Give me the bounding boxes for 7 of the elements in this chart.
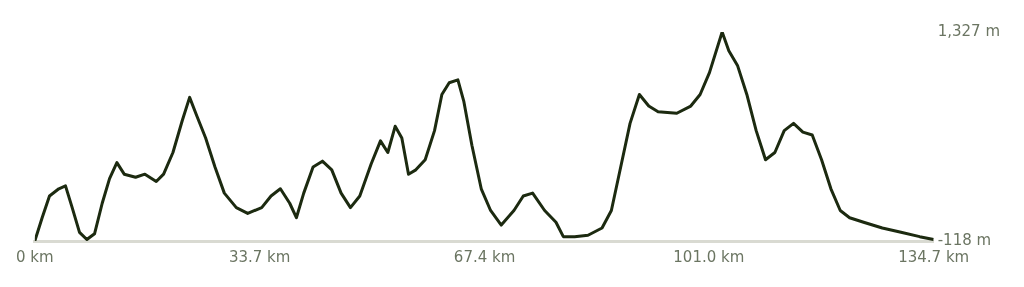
- y-tick-label: 1,327 m: [937, 21, 1001, 40]
- x-tick-label: 67.4 km: [453, 247, 516, 266]
- x-tick-label: 101.0 km: [673, 247, 745, 266]
- x-tick-label: 134.7 km: [898, 247, 970, 266]
- y-tick-label: -118 m: [937, 230, 992, 249]
- x-tick-label: 33.7 km: [228, 247, 291, 266]
- x-tick-label: 0 km: [15, 247, 54, 266]
